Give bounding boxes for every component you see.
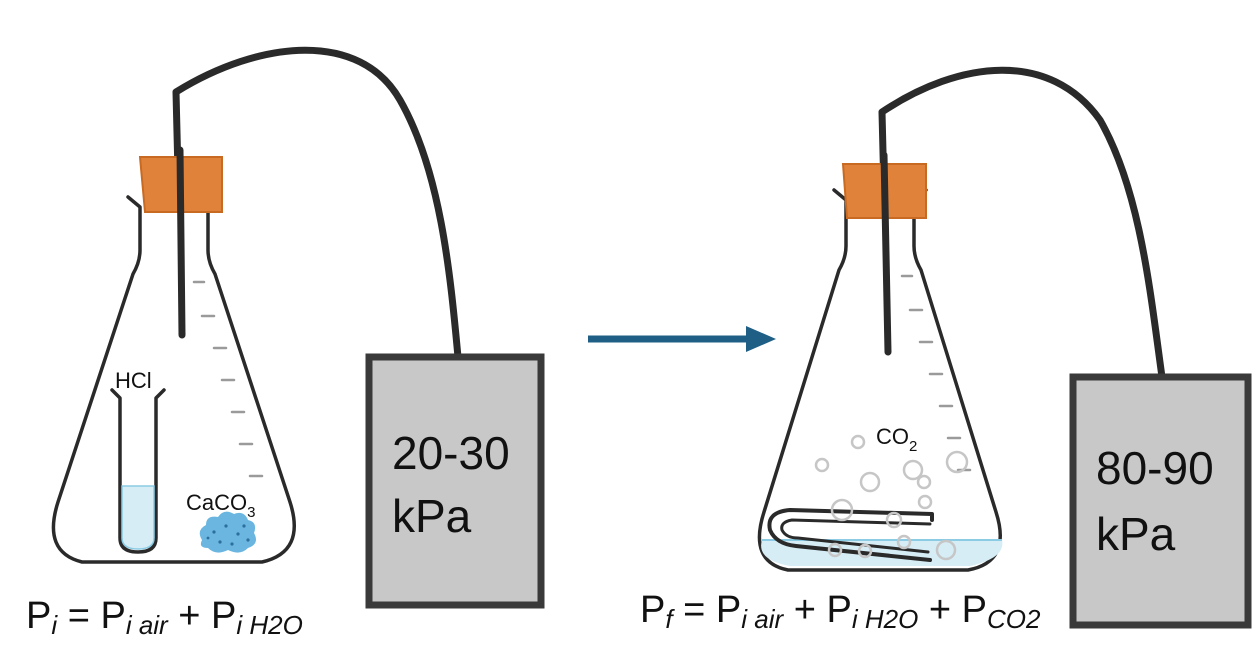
right-erlenmeyer-flask [757, 188, 1002, 572]
right-gauge-reading-line2: kPa [1096, 508, 1176, 560]
caco3-powder [199, 511, 256, 553]
right-apparatus: CO2 80-90 kPa Pf = Pi air + Pi H2O + PCO… [640, 66, 1252, 634]
co2-bubbles [814, 434, 969, 561]
left-tubing [172, 46, 462, 361]
left-gauge-reading-line2: kPa [392, 490, 472, 542]
right-pressure-equation: Pf = Pi air + Pi H2O + PCO2 [640, 589, 1041, 634]
powder-dots [206, 524, 250, 546]
hcl-label: HCl [115, 368, 152, 393]
caco3-label: CaCO3 [186, 490, 255, 521]
left-gauge-reading-line1: 20-30 [392, 427, 510, 479]
left-pressure-equation: Pi = Pi air + Pi H2O [26, 595, 303, 640]
left-pressure-gauge [365, 353, 545, 609]
right-pressure-gauge [1069, 373, 1252, 629]
right-gauge-reading-line1: 80-90 [1096, 442, 1214, 494]
co2-label: CO2 [876, 424, 917, 455]
left-erlenmeyer-flask [51, 195, 296, 564]
left-hcl-liquid [121, 485, 155, 550]
left-apparatus: HCl CaCO3 20-30 kPa Pi = Pi air + Pi H2O [26, 46, 545, 640]
right-arrow-icon [588, 326, 776, 352]
right-tubing [878, 66, 1166, 381]
right-tipped-test-tube [767, 508, 934, 562]
left-graduation-marks [192, 280, 264, 478]
